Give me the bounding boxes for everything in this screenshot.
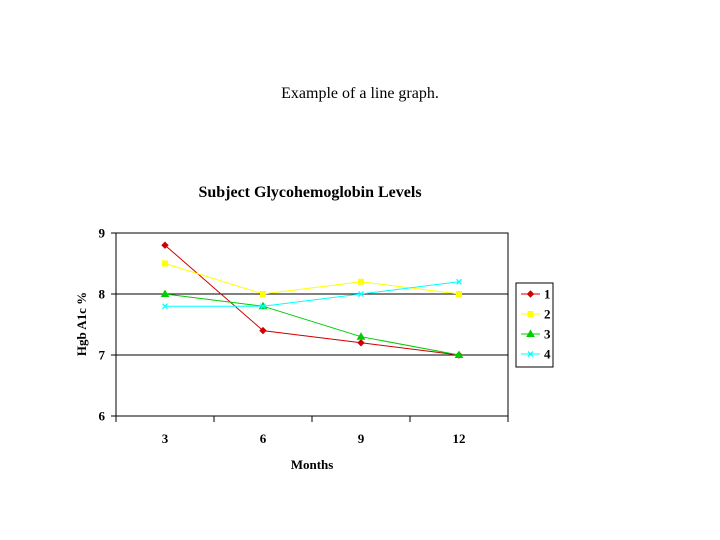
plot-area: 6 7 8 9 3 6 9 12 bbox=[99, 226, 509, 446]
legend-marker bbox=[527, 311, 534, 317]
series-line bbox=[164, 263, 460, 295]
data-point bbox=[454, 350, 464, 358]
page-caption: Example of a line graph. bbox=[0, 85, 720, 103]
legend-box bbox=[515, 282, 554, 368]
x-tick-label: 12 bbox=[453, 431, 466, 446]
chart-title: Subject Glycohemoglobin Levels bbox=[198, 184, 421, 201]
caption-text: Example of a line graph. bbox=[281, 85, 439, 102]
series-line bbox=[165, 281, 460, 307]
data-point bbox=[358, 291, 364, 297]
x-tick-label: 9 bbox=[358, 431, 365, 446]
data-point bbox=[456, 291, 462, 297]
legend-item-4: 4 bbox=[521, 347, 551, 362]
data-point bbox=[357, 339, 365, 347]
series-4 bbox=[162, 278, 462, 310]
legend-item-2: 2 bbox=[521, 307, 551, 322]
series-line bbox=[164, 293, 460, 356]
plot-frame bbox=[115, 232, 509, 417]
data-point bbox=[260, 291, 266, 297]
y-tick-label: 7 bbox=[99, 348, 106, 363]
legend-marker bbox=[527, 351, 534, 357]
y-tick-label: 6 bbox=[99, 409, 106, 424]
legend-label: 1 bbox=[544, 287, 551, 302]
series-3 bbox=[160, 289, 464, 358]
x-axis-label: Months bbox=[291, 457, 334, 472]
legend-marker bbox=[526, 290, 535, 298]
legend-label: 4 bbox=[544, 347, 551, 362]
legend-label: 2 bbox=[544, 307, 551, 322]
y-tick-label: 9 bbox=[99, 226, 106, 241]
data-point bbox=[356, 332, 366, 340]
legend-item-3: 3 bbox=[521, 327, 551, 342]
data-point bbox=[259, 326, 267, 335]
data-point bbox=[162, 303, 168, 310]
data-point bbox=[260, 303, 266, 310]
y-axis-label: Hgb A1c % bbox=[74, 292, 89, 356]
legend: 1 2 3 4 bbox=[515, 282, 554, 368]
legend-item-1: 1 bbox=[521, 287, 551, 302]
series-2 bbox=[162, 260, 462, 297]
data-point bbox=[160, 289, 170, 297]
x-tick-label: 6 bbox=[260, 431, 267, 446]
legend-marker bbox=[526, 329, 535, 337]
data-point bbox=[161, 241, 169, 249]
series-line bbox=[164, 244, 460, 356]
legend-label: 3 bbox=[544, 327, 551, 342]
y-tick-label: 8 bbox=[99, 287, 106, 302]
x-tick-label: 3 bbox=[162, 431, 169, 446]
data-point bbox=[456, 278, 462, 285]
data-point bbox=[162, 260, 168, 267]
data-point bbox=[358, 278, 364, 285]
